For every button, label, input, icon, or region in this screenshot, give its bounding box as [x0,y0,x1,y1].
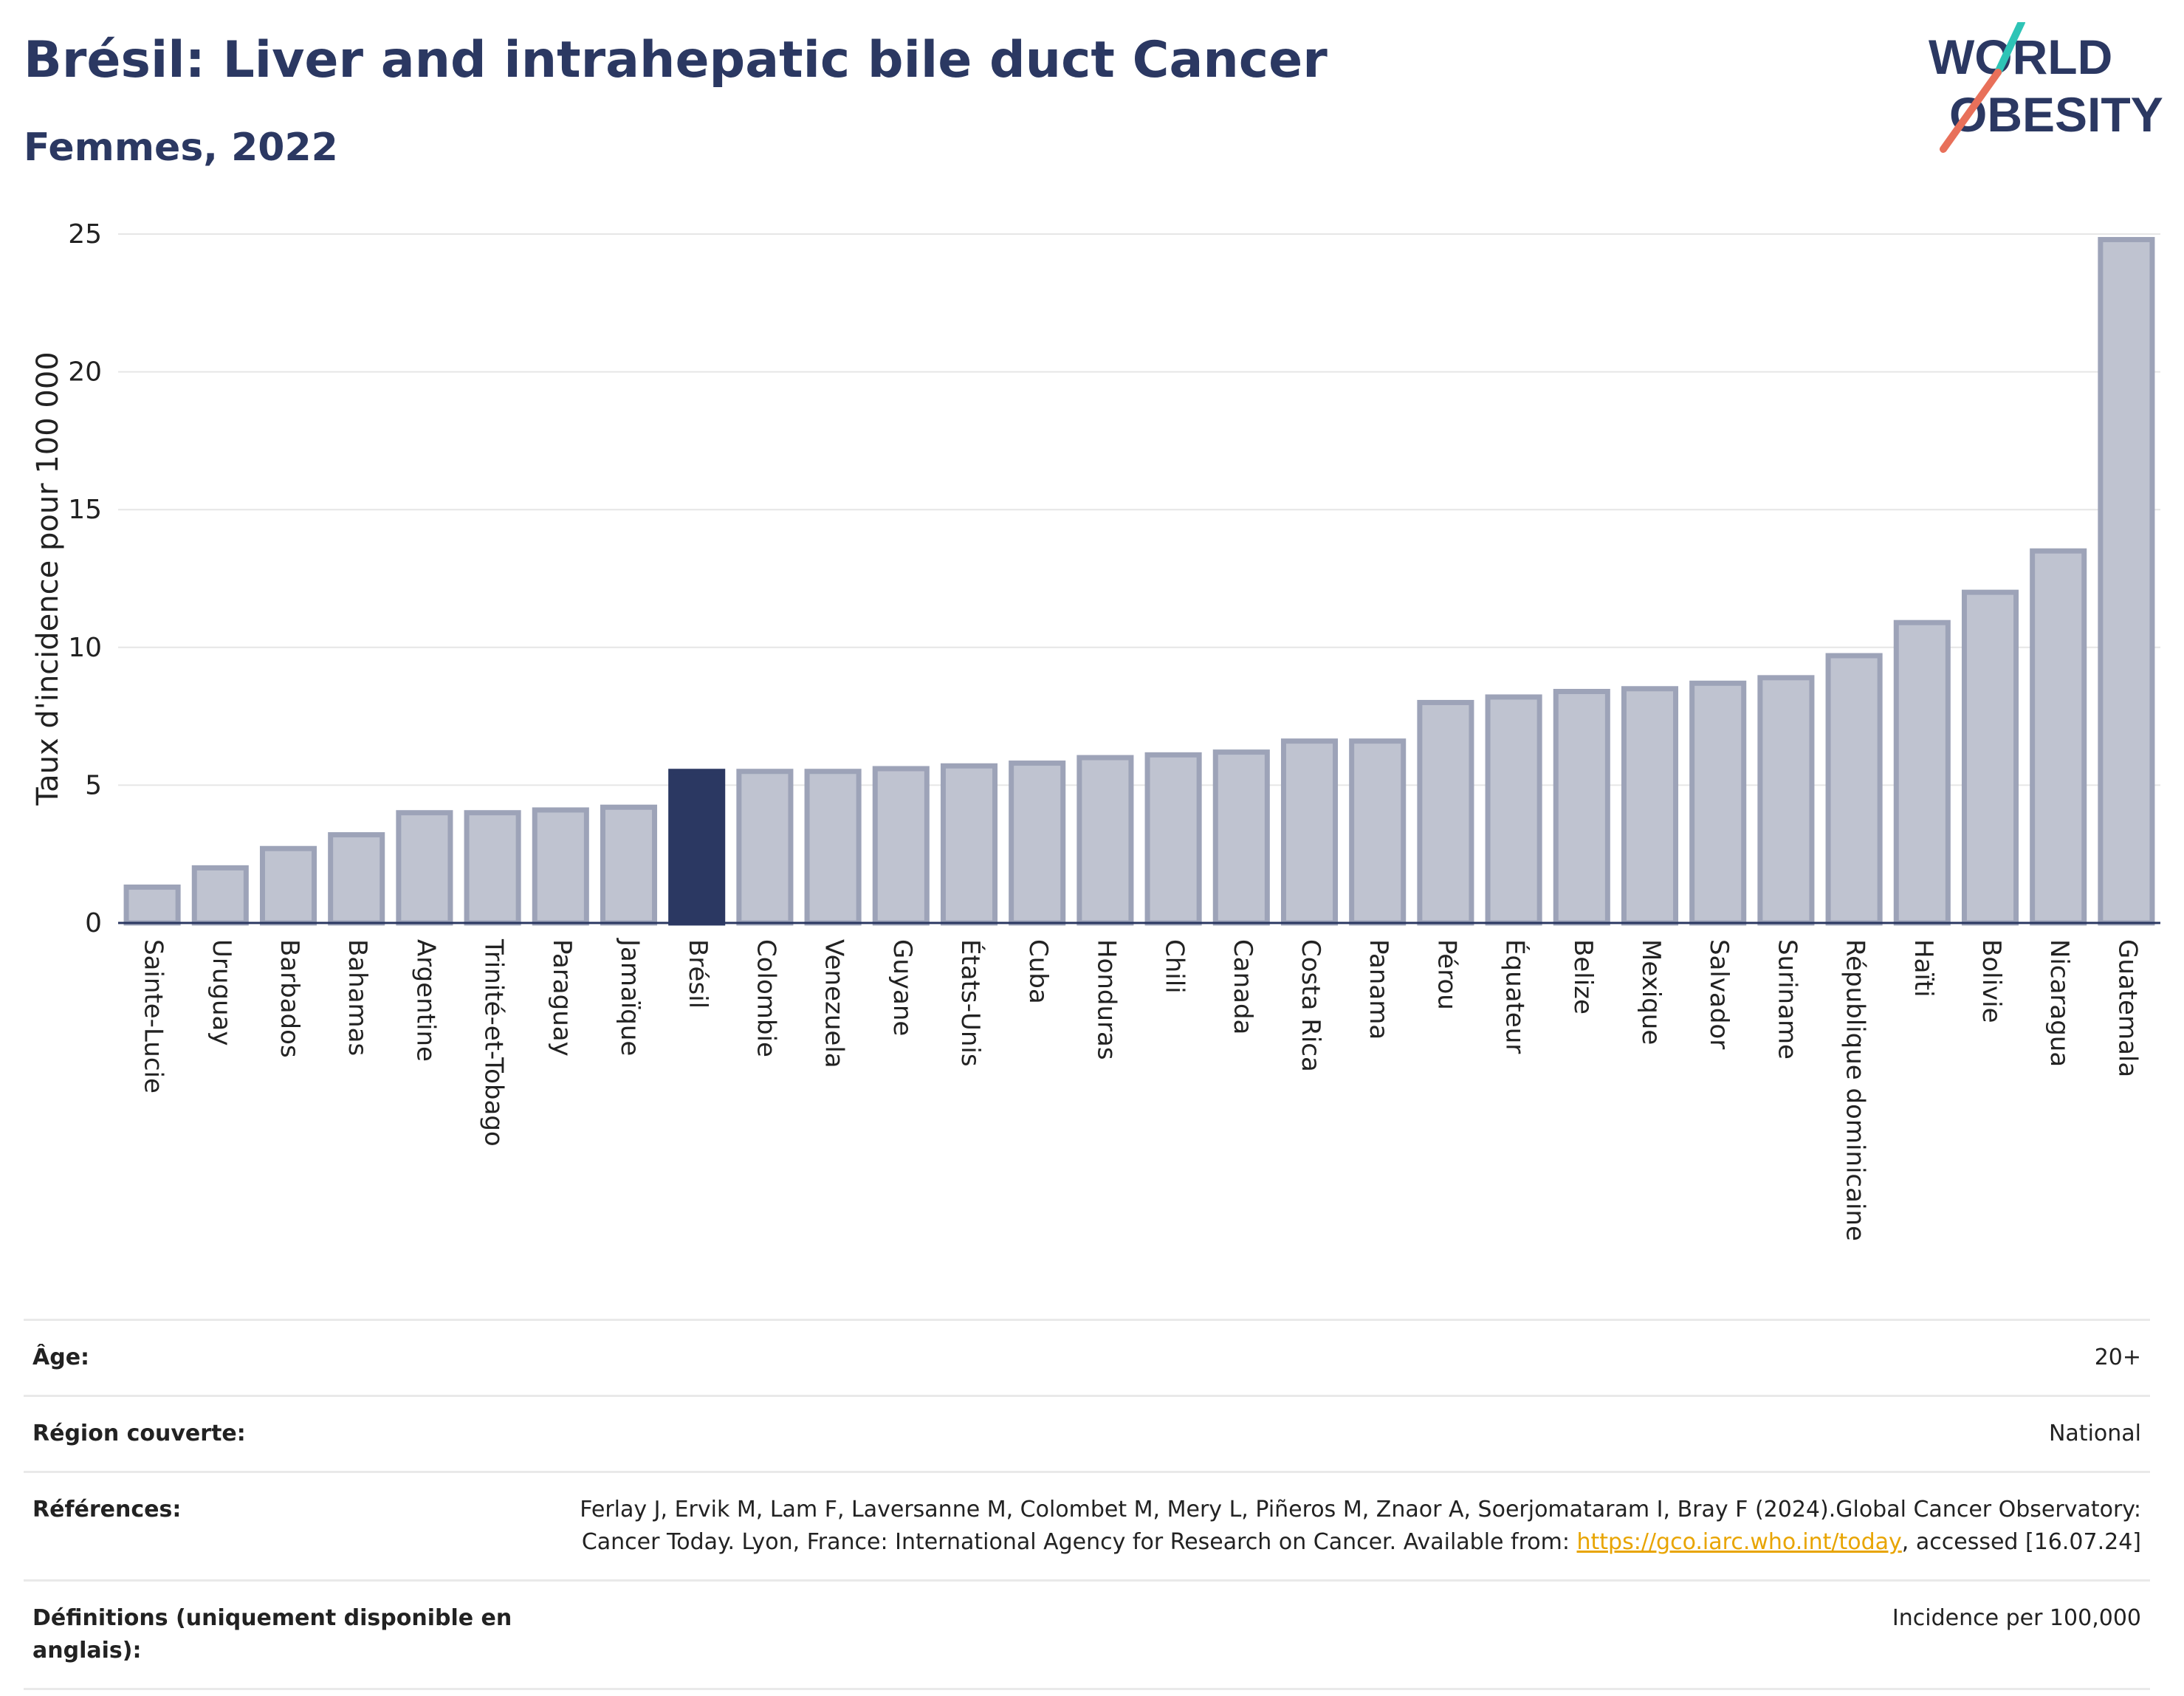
x-tick-label-27: Bolivie [1977,939,2006,1023]
bar-11 [872,766,930,926]
x-tick-label-18: Panama [1364,939,1393,1040]
bar-20 [1485,694,1542,926]
bar-28 [2030,548,2087,926]
y-tick-label-1: 5 [85,770,102,800]
bar-16 [1212,749,1270,926]
bar-21 [1553,689,1610,926]
x-tick-label-21: Belize [1568,939,1598,1014]
bar-17 [1280,738,1339,926]
x-tick-label-22: Mexique [1636,939,1666,1045]
bar-2 [259,845,317,926]
bar-3 [328,832,385,926]
y-tick-label-4: 20 [68,357,102,388]
bar-4 [396,810,453,926]
y-tick-label-3: 15 [68,495,102,525]
bar-chart: 0 5 10 15 20 25 Taux d'incidence pour 100 000 S… [31,219,2160,1241]
y-axis-label: Taux d'incidence pour 100 000 [31,351,65,806]
bar-13 [1009,761,1066,926]
x-tick-label-16: Canada [1228,939,1257,1034]
bar-19 [1417,699,1474,926]
meta-refs-value: Ferlay J, Ervik M, Lam F, Laversanne M, … [554,1494,2141,1559]
x-tick-label-26: Haïti [1909,939,1938,998]
bar-8 [668,769,726,926]
x-tick-label-28: Nicaragua [2044,939,2074,1067]
y-tick-label-2: 10 [68,633,102,663]
x-tick-label-25: République dominicaine [1841,939,1870,1241]
refs-link[interactable]: https://gco.iarc.who.int/today [1576,1529,1902,1555]
bar-5 [464,810,521,926]
meta-age-value: 20+ [2094,1345,2141,1370]
meta-region-value: National [2048,1421,2141,1446]
bar-27 [1961,589,2019,926]
bar-26 [1893,619,1951,926]
x-tick-label-23: Salvador [1704,939,1734,1049]
bar-7 [600,804,658,926]
x-tick-label-12: États-Unis [955,939,986,1067]
bar-22 [1621,686,1679,926]
bar-24 [1757,675,1815,926]
meta-row-region: Région couverte: National [24,1395,2150,1471]
x-tick-label-24: Suriname [1772,939,1802,1060]
x-tick-label-13: Cuba [1023,939,1053,1004]
refs-text-1: Ferlay J, Ervik M, Lam F, Laversanne M, … [580,1497,2141,1555]
refs-text-2: , accessed [16.07.24] [1901,1529,2141,1555]
logo-line1: WORLD [1929,30,2112,84]
x-tick-label-14: Honduras [1091,939,1121,1060]
bar-23 [1689,680,1747,926]
x-tick-label-19: Pérou [1432,939,1461,1010]
page-subtitle: Femmes, 2022 [24,126,338,170]
x-tick-label-10: Venezuela [820,939,849,1068]
bar-12 [940,763,998,926]
meta-row-definitions: Définitions (uniquement disponible en an… [24,1579,2150,1690]
x-tick-label-1: Uruguay [207,939,236,1046]
y-tick-label-0: 0 [85,908,102,938]
x-tick-label-7: Jamaïque [615,938,645,1056]
world-obesity-logo: WORLD OBESITY [1929,22,2163,153]
bar-25 [1825,653,1883,926]
x-tick-label-17: Costa Rica [1296,939,1325,1072]
meta-defs-value: Incidence per 100,000 [1892,1605,2141,1631]
x-tick-label-3: Bahamas [343,939,372,1056]
x-tick-label-11: Guyane [887,939,917,1036]
page-title: Brésil: Liver and intrahepatic bile duct… [24,31,1328,89]
bar-1 [191,865,249,926]
y-tick-label-5: 25 [68,219,102,250]
bar-6 [532,807,589,926]
x-tick-label-6: Paraguay [547,939,577,1057]
meta-defs-label: Définitions (uniquement disponible en an… [32,1605,512,1664]
meta-age-label: Âge: [32,1345,90,1370]
bar-29 [2098,236,2155,926]
bar-14 [1076,755,1134,926]
bar-15 [1144,752,1202,926]
x-tick-label-15: Chili [1160,939,1189,994]
x-tick-label-5: Trinité-et-Tobago [479,938,509,1147]
x-tick-label-29: Guatemala [2112,939,2142,1077]
bar-0 [123,884,181,926]
metadata-table: Âge: 20+ Région couverte: National Référ… [24,1319,2150,1690]
x-tick-label-2: Barbados [275,939,304,1058]
meta-refs-label: Références: [32,1497,182,1522]
bar-10 [804,769,862,926]
x-tick-label-8: Brésil [683,939,712,1009]
meta-region-label: Région couverte: [32,1421,246,1446]
meta-row-references: Références: Ferlay J, Ervik M, Lam F, La… [24,1471,2150,1579]
x-tick-label-0: Sainte-Lucie [139,939,168,1094]
x-tick-label-9: Colombie [751,939,780,1057]
x-tick-label-20: Équateur [1500,939,1531,1054]
bar-9 [736,769,794,926]
x-tick-label-4: Argentine [411,939,440,1062]
meta-row-age: Âge: 20+ [24,1319,2150,1395]
bar-18 [1349,738,1407,926]
